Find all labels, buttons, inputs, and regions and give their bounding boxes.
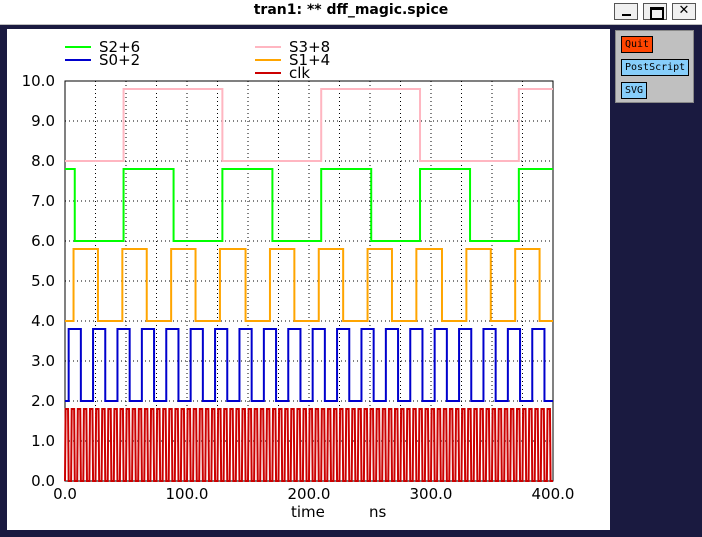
svg-export-button[interactable]: SVG [621, 82, 648, 99]
close-button[interactable]: ✕ [672, 3, 696, 20]
x-axis-unit: ns [369, 503, 387, 521]
close-icon: ✕ [678, 3, 690, 18]
y-tick-label: 6.0 [31, 232, 55, 250]
trace-clk [64, 408, 553, 482]
x-tick-label: 100.0 [166, 485, 209, 503]
x-axis-label: time [291, 503, 325, 521]
y-tick-label: 5.0 [31, 272, 55, 290]
export-panel: Quit PostScript SVG [615, 30, 694, 103]
y-tick-label: 0.0 [31, 472, 55, 490]
waveform-plot: 0.0 1.0 2.0 3.0 4.0 5.0 6.0 7.0 8.0 9.0 10.0 0.0 10… [22, 38, 575, 521]
y-tick-labels: 0.0 1.0 2.0 3.0 4.0 5.0 6.0 7.0 8.0 9.0 10.0 [22, 72, 55, 490]
legend-label: S0+2 [99, 51, 140, 69]
legend-label: S3+8 [289, 38, 330, 56]
legend-label: S2+6 [99, 38, 140, 56]
y-tick-label: 4.0 [31, 312, 55, 330]
trace-s2-6 [65, 168, 553, 242]
trace-s3-8 [65, 88, 553, 162]
quit-button[interactable]: Quit [621, 36, 654, 53]
x-tick-labels: 0.0 100.0 200.0 300.0 400.0 [53, 485, 574, 503]
plot-area[interactable]: 0.0 1.0 2.0 3.0 4.0 5.0 6.0 7.0 8.0 9.0 10.0 0.0 10… [7, 29, 610, 530]
x-tick-label: 0.0 [53, 485, 77, 503]
minimize-icon [622, 14, 631, 16]
y-tick-label: 3.0 [31, 352, 55, 370]
legend-label: S1+4 [289, 51, 330, 69]
postscript-button[interactable]: PostScript [621, 59, 690, 76]
traces [64, 88, 553, 482]
legend-label: clk [289, 64, 310, 82]
y-tick-label: 10.0 [22, 72, 55, 90]
maximize-button[interactable] [643, 3, 667, 20]
x-tick-label: 400.0 [532, 485, 575, 503]
y-tick-label: 1.0 [31, 432, 55, 450]
x-tick-label: 300.0 [410, 485, 453, 503]
title-bar[interactable]: tran1: ** dff_magic.spice ✕ [0, 0, 702, 25]
y-tick-label: 7.0 [31, 192, 55, 210]
trace-s1-4 [65, 248, 553, 322]
window-title: tran1: ** dff_magic.spice [253, 2, 449, 18]
minimize-button[interactable] [614, 3, 638, 20]
y-tick-label: 9.0 [31, 112, 55, 130]
trace-s0-2 [65, 328, 553, 402]
y-tick-label: 8.0 [31, 152, 55, 170]
maximize-icon [650, 7, 664, 20]
x-tick-label: 200.0 [288, 485, 331, 503]
y-tick-label: 2.0 [31, 392, 55, 410]
